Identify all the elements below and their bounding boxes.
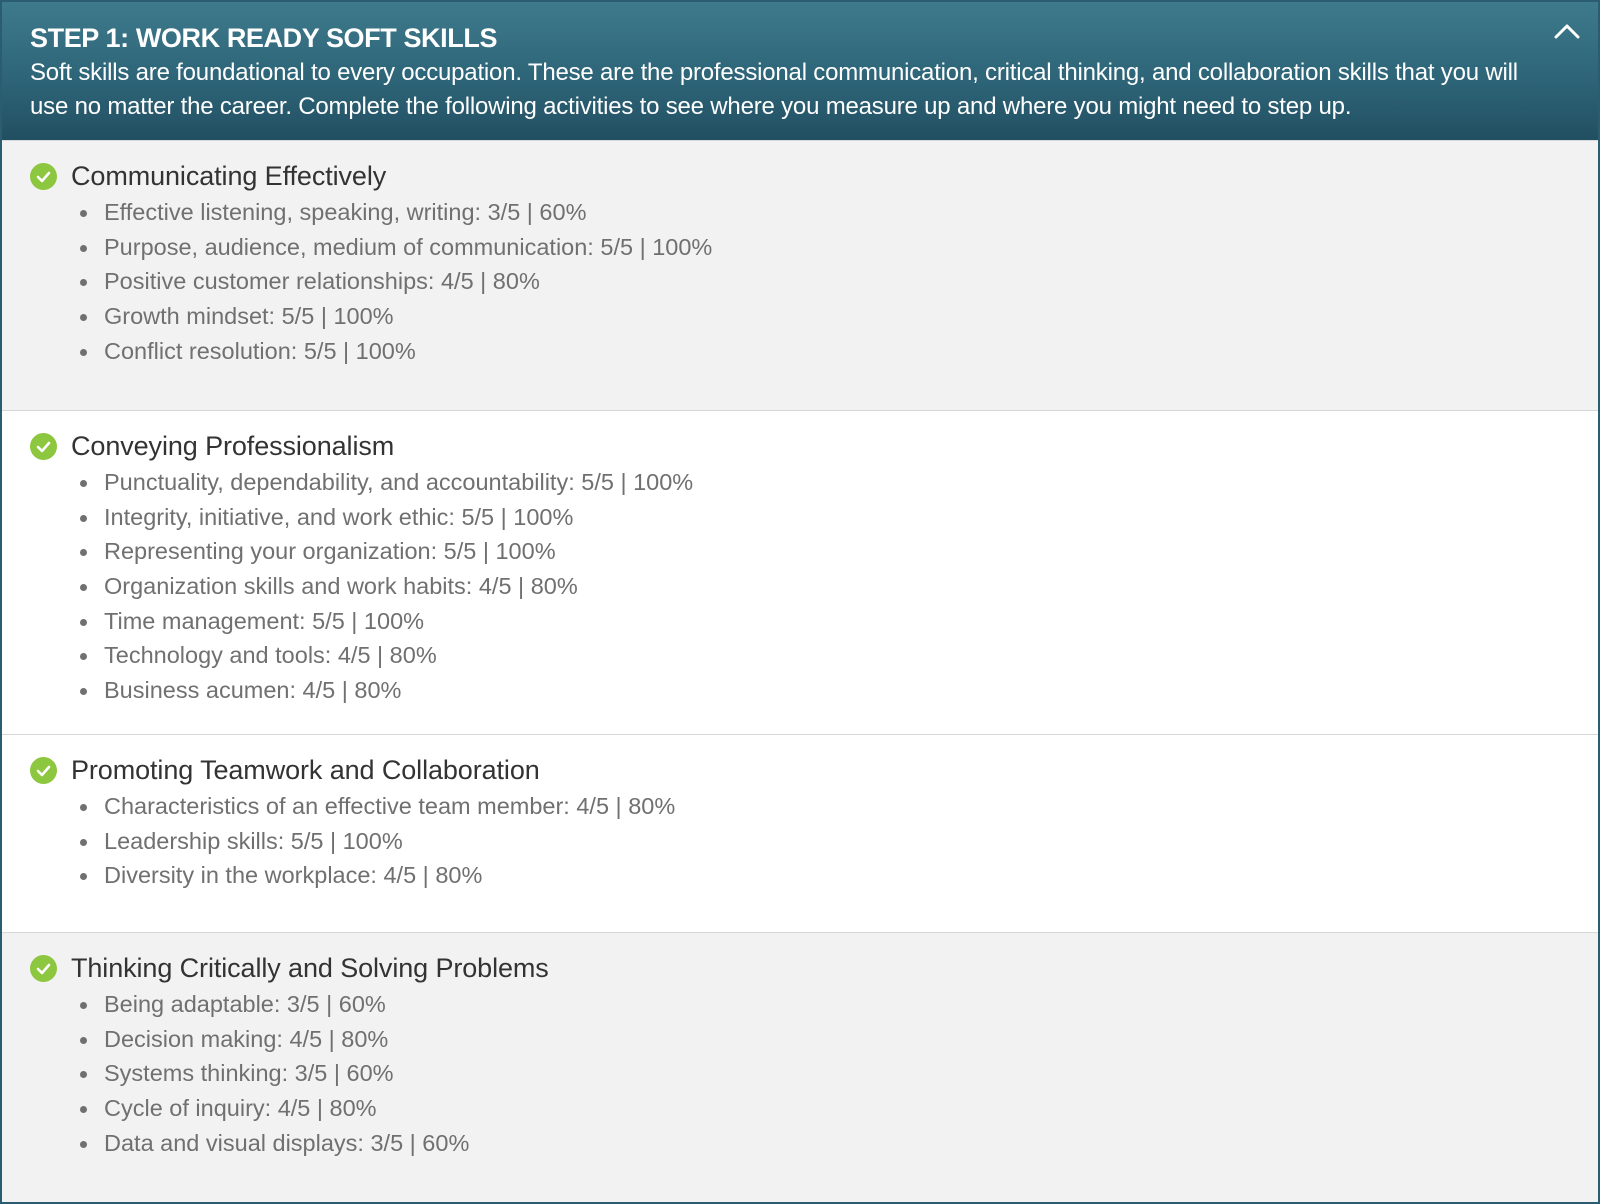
check-circle-icon <box>30 433 57 460</box>
panel-description: Soft skills are foundational to every oc… <box>30 59 1518 120</box>
check-circle-icon <box>30 163 57 190</box>
skill-item: Integrity, initiative, and work ethic: 5… <box>76 500 693 535</box>
section-title: Promoting Teamwork and Collaboration <box>71 755 540 785</box>
skill-item: Business acumen: 4/5 | 80% <box>76 673 693 708</box>
section-header: Promoting Teamwork and Collaboration <box>30 755 540 786</box>
skill-item: Organization skills and work habits: 4/5… <box>76 569 693 604</box>
skill-item: Being adaptable: 3/5 | 60% <box>76 987 469 1022</box>
skill-item: Decision making: 4/5 | 80% <box>76 1022 469 1057</box>
skill-item: Conflict resolution: 5/5 | 100% <box>76 334 712 369</box>
section-communicating-effectively: Communicating Effectively Effective list… <box>2 140 1598 410</box>
check-circle-icon <box>30 955 57 982</box>
skill-item: Time management: 5/5 | 100% <box>76 604 693 639</box>
section-header: Communicating Effectively <box>30 161 386 192</box>
skill-item: Cycle of inquiry: 4/5 | 80% <box>76 1091 469 1126</box>
section-conveying-professionalism: Conveying Professionalism Punctuality, d… <box>2 410 1598 734</box>
skill-item: Purpose, audience, medium of communicati… <box>76 230 712 265</box>
skill-list: Punctuality, dependability, and accounta… <box>76 465 693 708</box>
skill-item: Representing your organization: 5/5 | 10… <box>76 534 693 569</box>
skill-item: Technology and tools: 4/5 | 80% <box>76 638 693 673</box>
skill-list: Being adaptable: 3/5 | 60% Decision maki… <box>76 987 469 1160</box>
skill-item: Growth mindset: 5/5 | 100% <box>76 299 712 334</box>
skill-item: Diversity in the workplace: 4/5 | 80% <box>76 858 675 893</box>
section-header: Thinking Critically and Solving Problems <box>30 953 549 984</box>
skill-item: Positive customer relationships: 4/5 | 8… <box>76 264 712 299</box>
section-title: Conveying Professionalism <box>71 431 395 461</box>
panel-title: STEP 1: WORK READY SOFT SKILLS <box>30 23 498 53</box>
chevron-up-icon <box>1554 24 1580 39</box>
skill-item: Effective listening, speaking, writing: … <box>76 195 712 230</box>
panel-header[interactable]: STEP 1: WORK READY SOFT SKILLS Soft skil… <box>2 2 1598 140</box>
skill-item: Leadership skills: 5/5 | 100% <box>76 824 675 859</box>
skill-item: Data and visual displays: 3/5 | 60% <box>76 1126 469 1161</box>
skill-item: Characteristics of an effective team mem… <box>76 789 675 824</box>
section-thinking-critically: Thinking Critically and Solving Problems… <box>2 932 1598 1202</box>
section-header: Conveying Professionalism <box>30 431 394 462</box>
skill-item: Punctuality, dependability, and accounta… <box>76 465 693 500</box>
section-title: Communicating Effectively <box>71 161 387 191</box>
skill-list: Effective listening, speaking, writing: … <box>76 195 712 368</box>
skill-list: Characteristics of an effective team mem… <box>76 789 675 893</box>
section-title: Thinking Critically and Solving Problems <box>71 953 549 983</box>
check-circle-icon <box>30 757 57 784</box>
skill-item: Systems thinking: 3/5 | 60% <box>76 1056 469 1091</box>
section-promoting-teamwork: Promoting Teamwork and Collaboration Cha… <box>2 734 1598 932</box>
collapse-button[interactable] <box>1550 16 1584 46</box>
